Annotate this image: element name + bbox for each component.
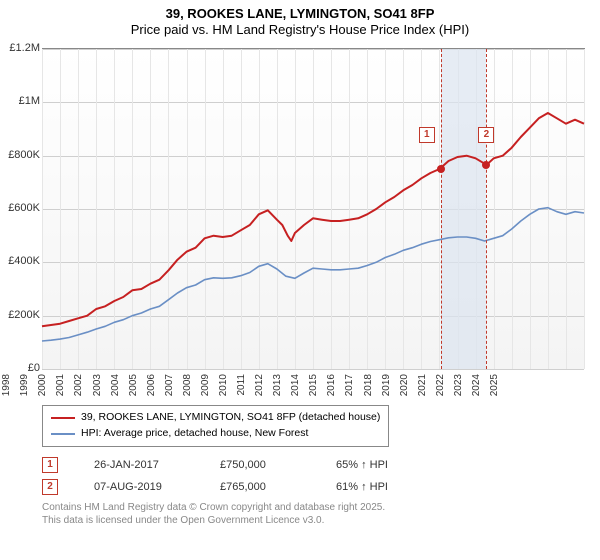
legend-label-1: 39, ROOKES LANE, LYMINGTON, SO41 8FP (de… bbox=[81, 410, 380, 426]
sale-marker-box: 2 bbox=[478, 127, 494, 143]
title-subtitle: Price paid vs. HM Land Registry's House … bbox=[0, 22, 600, 38]
y-tick-label: £600K bbox=[0, 202, 40, 214]
sale-row-delta: 65% ↑ HPI bbox=[336, 459, 388, 471]
sale-row-price: £765,000 bbox=[220, 481, 300, 493]
gridline-h bbox=[42, 369, 584, 370]
sale-row-date: 07-AUG-2019 bbox=[94, 481, 184, 493]
sale-row-marker: 2 bbox=[42, 479, 58, 495]
series-price-paid bbox=[42, 113, 584, 326]
footnote-line-2: This data is licensed under the Open Gov… bbox=[42, 514, 584, 527]
legend-item-2: HPI: Average price, detached house, New … bbox=[51, 426, 380, 442]
sale-point-dot bbox=[482, 161, 490, 169]
legend-swatch-2 bbox=[51, 433, 75, 435]
sale-marker-line bbox=[486, 49, 487, 369]
y-tick-label: £1M bbox=[0, 95, 40, 107]
y-tick-label: £1.2M bbox=[0, 42, 40, 54]
price-chart: 12 bbox=[42, 48, 585, 369]
sale-row: 1 26-JAN-2017 £750,000 65% ↑ HPI bbox=[42, 457, 584, 473]
y-tick-label: £200K bbox=[0, 309, 40, 321]
sale-row-delta: 61% ↑ HPI bbox=[336, 481, 388, 493]
x-tick-label: 2025 bbox=[489, 374, 600, 396]
sale-marker-box: 1 bbox=[419, 127, 435, 143]
sale-row-marker: 1 bbox=[42, 457, 58, 473]
series-hpi bbox=[42, 208, 584, 341]
y-tick-label: £800K bbox=[0, 149, 40, 161]
sale-point-dot bbox=[437, 165, 445, 173]
legend-box: 39, ROOKES LANE, LYMINGTON, SO41 8FP (de… bbox=[42, 405, 389, 447]
footnote-line-1: Contains HM Land Registry data © Crown c… bbox=[42, 501, 584, 514]
y-tick-label: £0 bbox=[0, 362, 40, 374]
legend-and-data: 39, ROOKES LANE, LYMINGTON, SO41 8FP (de… bbox=[42, 405, 584, 527]
y-tick-label: £400K bbox=[0, 255, 40, 267]
title-address: 39, ROOKES LANE, LYMINGTON, SO41 8FP bbox=[0, 6, 600, 22]
chart-title: 39, ROOKES LANE, LYMINGTON, SO41 8FP Pri… bbox=[0, 0, 600, 37]
sale-row-price: £750,000 bbox=[220, 459, 300, 471]
sales-table: 1 26-JAN-2017 £750,000 65% ↑ HPI 2 07-AUG-201… bbox=[42, 457, 584, 495]
legend-label-2: HPI: Average price, detached house, New … bbox=[81, 426, 308, 442]
sale-row: 2 07-AUG-2019 £765,000 61% ↑ HPI bbox=[42, 479, 584, 495]
sale-marker-line bbox=[441, 49, 442, 369]
gridline-v bbox=[584, 49, 585, 369]
footnote: Contains HM Land Registry data © Crown c… bbox=[42, 501, 584, 527]
legend-swatch-1 bbox=[51, 417, 75, 419]
sale-row-date: 26-JAN-2017 bbox=[94, 459, 184, 471]
legend-item-1: 39, ROOKES LANE, LYMINGTON, SO41 8FP (de… bbox=[51, 410, 380, 426]
